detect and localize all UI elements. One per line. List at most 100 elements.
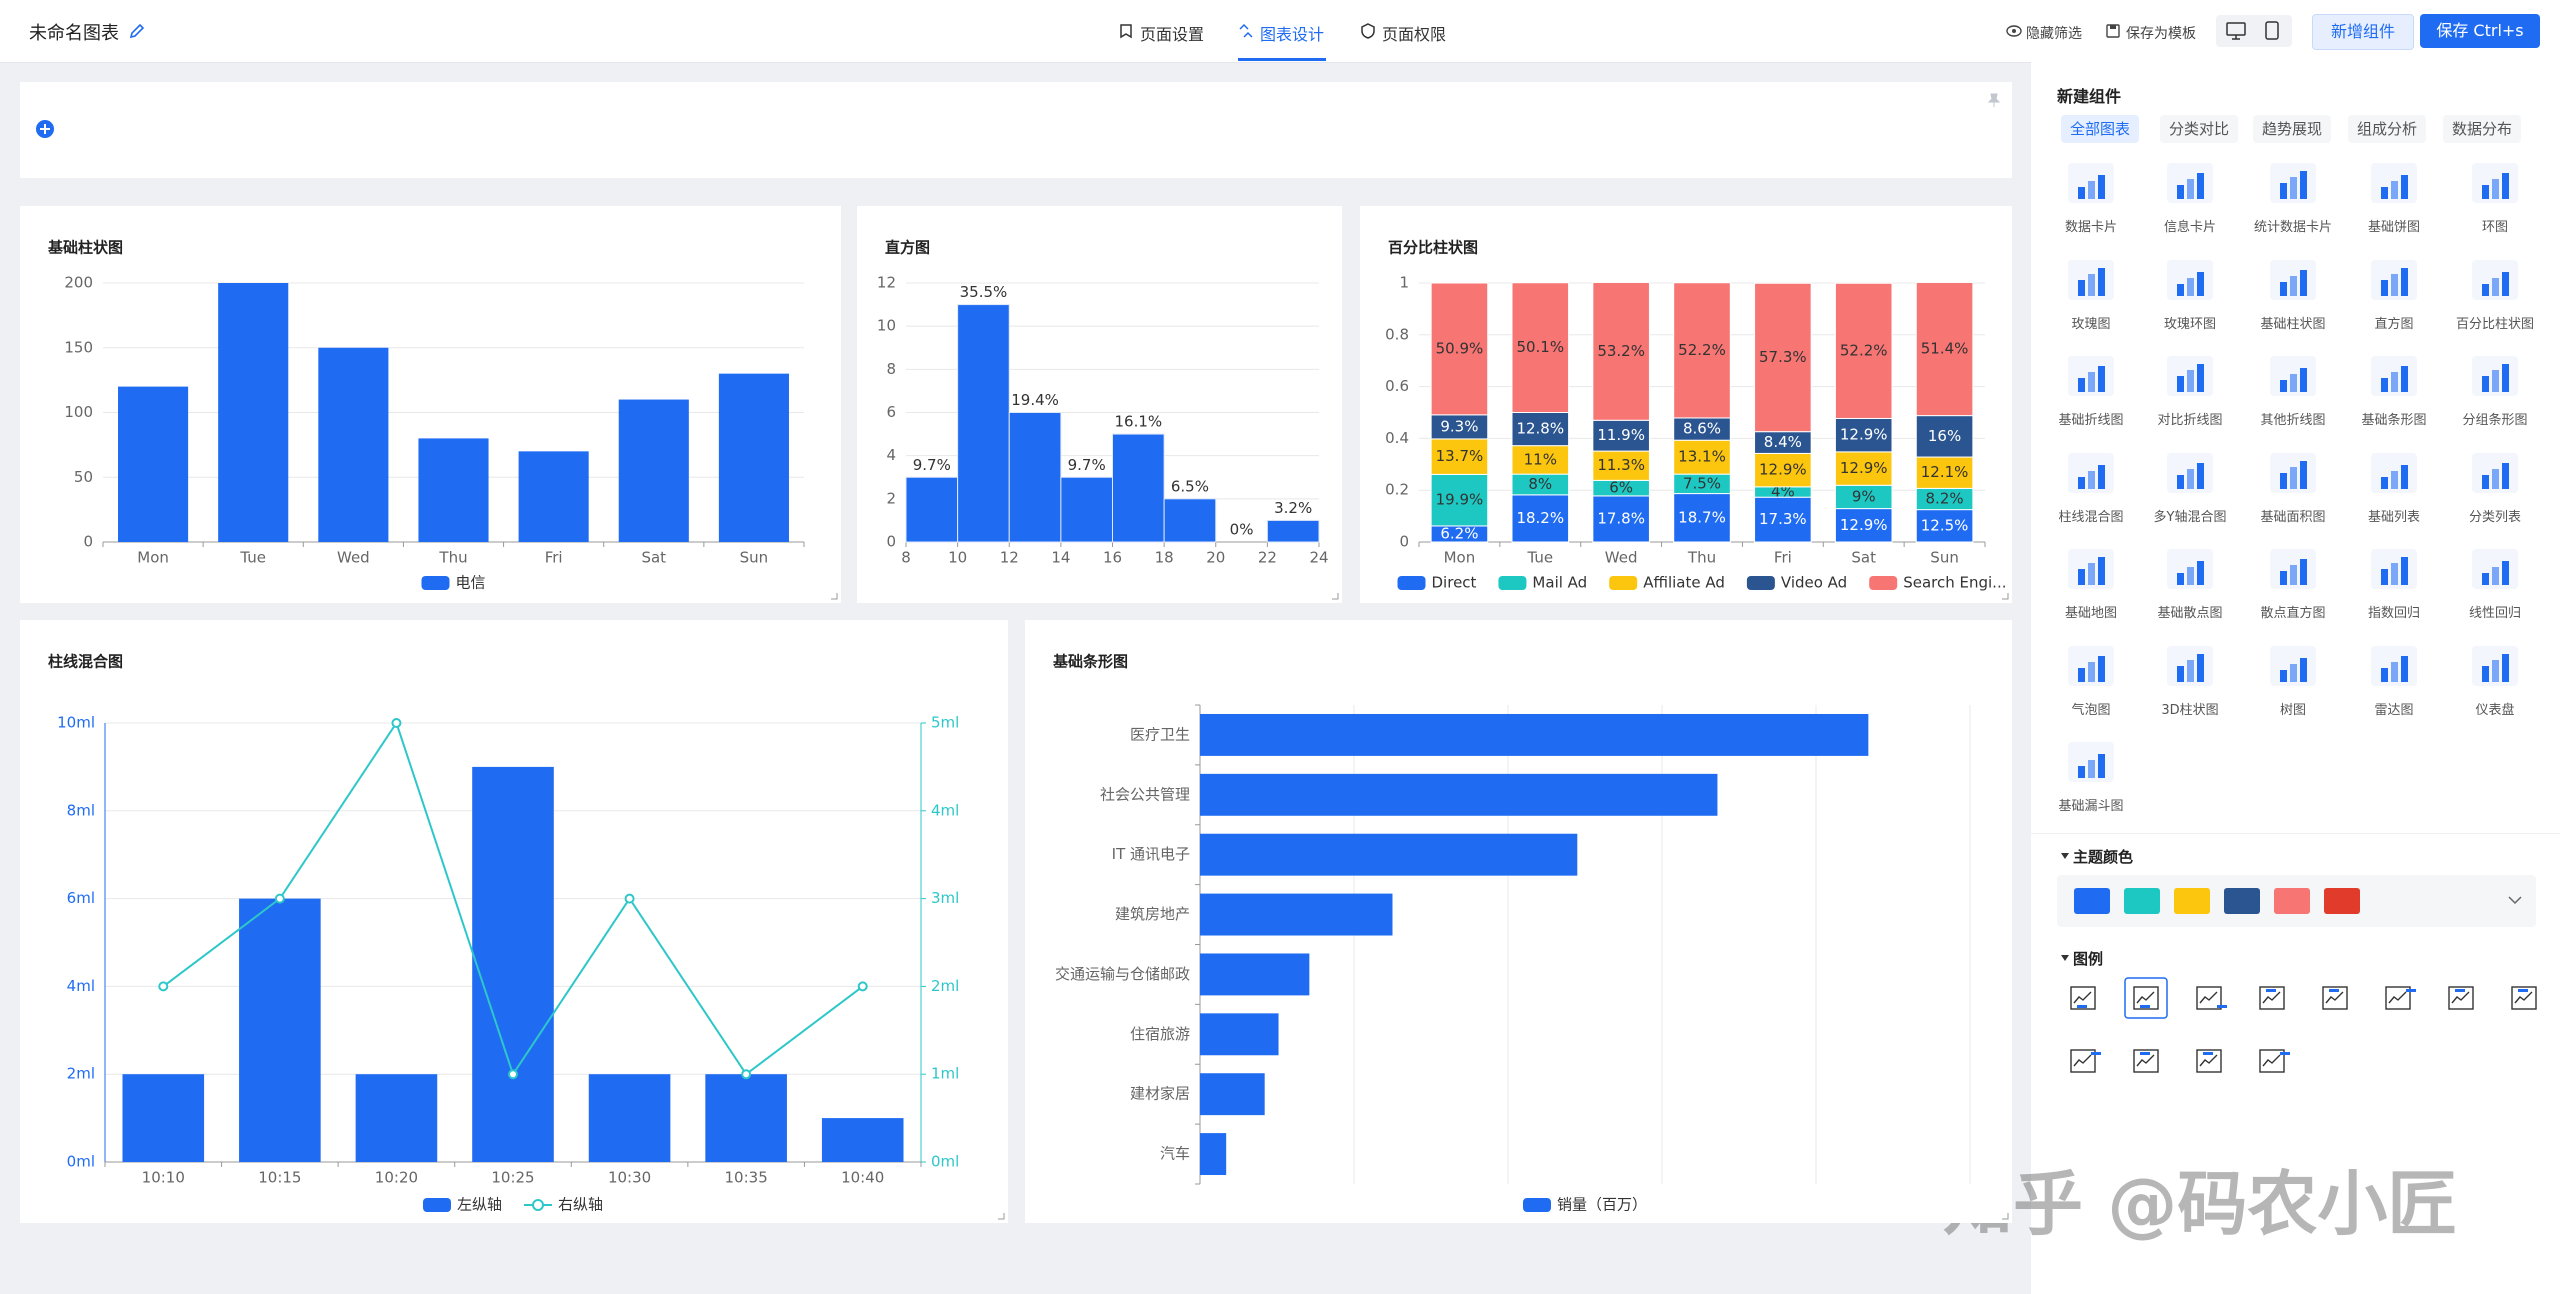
component-icon[interactable] <box>2369 644 2419 688</box>
component-icon[interactable] <box>2165 451 2215 495</box>
component-label[interactable]: 基础地图 <box>2064 606 2117 621</box>
component-label[interactable]: 环图 <box>2481 220 2508 235</box>
hide-filter[interactable]: 隐藏筛选 <box>2026 26 2082 42</box>
component-icon[interactable] <box>2268 547 2318 591</box>
component-icon[interactable] <box>2066 644 2116 688</box>
component-label[interactable]: 统计数据卡片 <box>2253 220 2332 235</box>
component-label[interactable]: 基础饼图 <box>2367 220 2420 235</box>
save-button[interactable]: 保存 Ctrl+s <box>2420 14 2540 48</box>
theme-swatch[interactable] <box>2074 888 2110 914</box>
tab[interactable]: 页面设置 <box>1140 25 1205 44</box>
component-icon[interactable] <box>2470 644 2520 688</box>
component-label[interactable]: 信息卡片 <box>2163 220 2216 235</box>
device-toggle[interactable] <box>2216 15 2292 47</box>
theme-swatch[interactable] <box>2174 888 2210 914</box>
desktop-icon[interactable] <box>2226 22 2246 40</box>
component-label[interactable]: 雷达图 <box>2374 702 2414 718</box>
legend-position-button[interactable] <box>2439 977 2483 1019</box>
component-icon[interactable] <box>2470 451 2520 495</box>
component-icon[interactable] <box>2066 740 2116 784</box>
component-label[interactable]: 数据卡片 <box>2064 220 2117 235</box>
component-label[interactable]: 基础列表 <box>2367 509 2420 525</box>
component-icon[interactable] <box>2165 644 2215 688</box>
add-filter-icon[interactable] <box>35 119 55 139</box>
legend-position-button[interactable] <box>2376 977 2420 1019</box>
component-icon[interactable] <box>2470 258 2520 302</box>
legend-position-button[interactable] <box>2061 1040 2105 1082</box>
component-icon[interactable] <box>2066 547 2116 591</box>
component-label[interactable]: 基础折线图 <box>2058 413 2124 428</box>
component-label[interactable]: 柱线混合图 <box>2058 509 2124 525</box>
legend-position-button[interactable] <box>2061 977 2105 1019</box>
component-icon[interactable] <box>2066 161 2116 205</box>
component-icon[interactable] <box>2369 258 2419 302</box>
sidebar-tab[interactable]: 数据分布 <box>2443 115 2522 143</box>
legend-position-button[interactable] <box>2250 977 2294 1019</box>
component-icon[interactable] <box>2369 354 2419 398</box>
component-label[interactable]: 分类列表 <box>2468 509 2521 525</box>
theme-swatch[interactable] <box>2124 888 2160 914</box>
component-icon[interactable] <box>2165 354 2215 398</box>
component-icon[interactable] <box>2268 258 2318 302</box>
component-label[interactable]: 直方图 <box>2374 316 2414 332</box>
theme-swatch[interactable] <box>2224 888 2260 914</box>
legend-position-button[interactable] <box>2187 977 2231 1019</box>
component-label[interactable]: 散点直方图 <box>2260 606 2326 621</box>
component-icon[interactable] <box>2066 354 2116 398</box>
edit-icon[interactable] <box>128 22 146 40</box>
component-label[interactable]: 基础漏斗图 <box>2058 799 2124 814</box>
collapse-icon[interactable] <box>2060 953 2070 963</box>
component-icon[interactable] <box>2066 258 2116 302</box>
legend-position-button[interactable] <box>2124 977 2168 1019</box>
component-label[interactable]: 基础条形图 <box>2361 413 2427 428</box>
component-icon[interactable] <box>2470 354 2520 398</box>
component-icon[interactable] <box>2165 161 2215 205</box>
tab-active[interactable]: 图表设计 <box>1260 25 1325 44</box>
legend-position-button[interactable] <box>2313 977 2357 1019</box>
sidebar-tab[interactable]: 分类对比 <box>2160 115 2239 143</box>
component-label[interactable]: 基础面积图 <box>2260 509 2326 525</box>
component-label[interactable]: 气泡图 <box>2071 702 2111 718</box>
component-label[interactable]: 3D柱状图 <box>2161 702 2219 718</box>
component-icon[interactable] <box>2369 161 2419 205</box>
component-label[interactable]: 玫瑰图 <box>2071 316 2111 332</box>
sidebar-tab[interactable]: 趋势展现 <box>2253 115 2332 143</box>
component-label[interactable]: 其他折线图 <box>2260 413 2326 428</box>
pin-icon[interactable] <box>1986 92 2002 108</box>
sidebar-tab[interactable]: 组成分析 <box>2348 115 2427 143</box>
legend-position-button[interactable] <box>2250 1040 2294 1082</box>
component-icon[interactable] <box>2165 547 2215 591</box>
component-icon[interactable] <box>2165 258 2215 302</box>
legend-position-button[interactable] <box>2502 977 2546 1019</box>
theme-swatch[interactable] <box>2274 888 2310 914</box>
add-component-button[interactable]: 新增组件 <box>2312 14 2414 50</box>
tab[interactable]: 页面权限 <box>1382 25 1447 44</box>
collapse-icon[interactable] <box>2060 851 2070 861</box>
sidebar-tab[interactable]: 全部图表 <box>2061 115 2140 143</box>
component-label[interactable]: 指数回归 <box>2367 606 2420 621</box>
component-icon[interactable] <box>2369 547 2419 591</box>
save-template[interactable]: 保存为模板 <box>2126 26 2196 42</box>
dropdown-icon[interactable] <box>2508 895 2522 905</box>
legend-position-button[interactable] <box>2187 1040 2231 1082</box>
component-label[interactable]: 基础柱状图 <box>2260 316 2326 332</box>
component-label[interactable]: 线性回归 <box>2468 606 2521 621</box>
component-label[interactable]: 分组条形图 <box>2462 413 2528 428</box>
component-icon[interactable] <box>2369 451 2419 495</box>
mobile-icon[interactable] <box>2264 21 2280 41</box>
component-icon[interactable] <box>2066 451 2116 495</box>
component-icon[interactable] <box>2268 644 2318 688</box>
component-label[interactable]: 基础散点图 <box>2157 606 2223 621</box>
component-icon[interactable] <box>2268 354 2318 398</box>
theme-swatch[interactable] <box>2324 888 2360 914</box>
component-label[interactable]: 仪表盘 <box>2475 702 2515 718</box>
component-icon[interactable] <box>2470 161 2520 205</box>
component-icon[interactable] <box>2268 161 2318 205</box>
component-label[interactable]: 百分比柱状图 <box>2455 316 2534 332</box>
component-label[interactable]: 树图 <box>2279 702 2306 718</box>
component-icon[interactable] <box>2268 451 2318 495</box>
component-label[interactable]: 玫瑰环图 <box>2163 316 2216 332</box>
component-label[interactable]: 多Y轴混合图 <box>2153 509 2227 525</box>
legend-position-button[interactable] <box>2124 1040 2168 1082</box>
component-icon[interactable] <box>2470 547 2520 591</box>
